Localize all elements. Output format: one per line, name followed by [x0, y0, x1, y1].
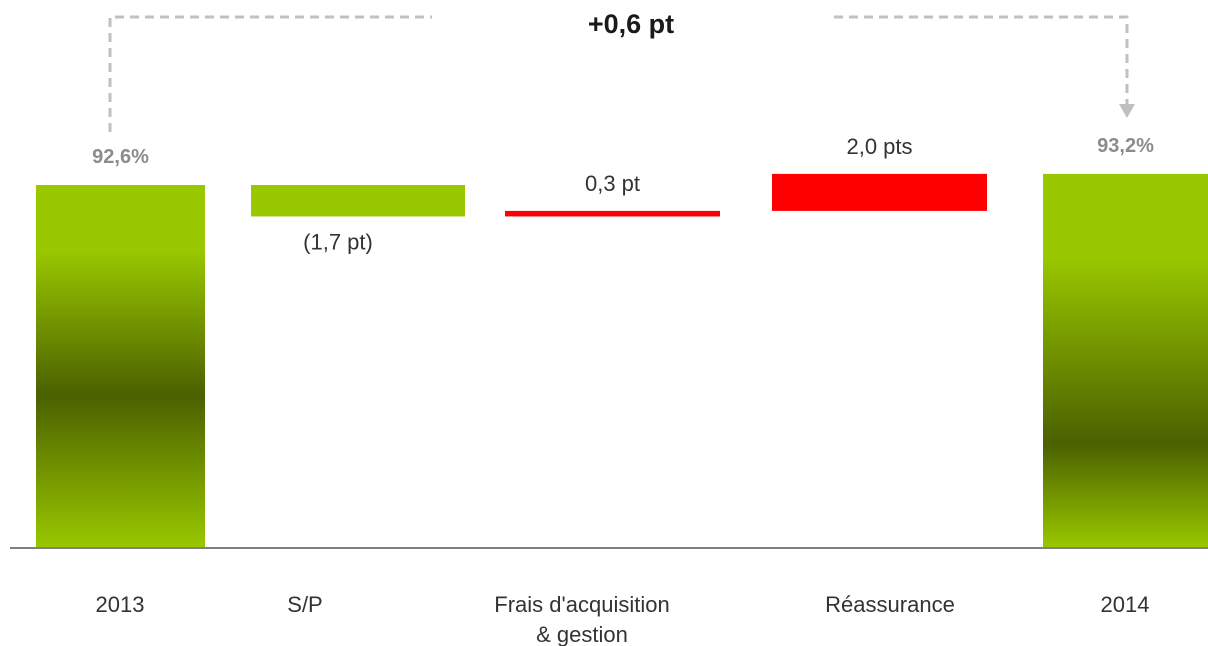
connector-right-line: [834, 15, 1129, 106]
bar-cat-2014: [1043, 173, 1208, 548]
value-label-cat-2014: 93,2%: [1097, 135, 1154, 157]
connector-left-line: [108, 15, 432, 132]
labels-group: 92,6% 2013 (1,7 pt) S/P 0,3 pt Frais d'acquis…: [92, 134, 1154, 646]
category-label-cat-2013: 2013: [96, 592, 145, 617]
value-label-cat-r-assurance: 2,0 pts: [846, 134, 912, 159]
category-label-cat-2014: 2014: [1101, 592, 1150, 617]
category-label-cat-frais-d-acquisition-line2: & gestion: [536, 622, 628, 646]
category-label-cat-r-assurance: Réassurance: [825, 592, 955, 617]
value-label-cat-frais-d-acquisition: 0,3 pt: [585, 171, 640, 196]
connector-arrow-head: [1119, 104, 1135, 118]
bars-group: [36, 173, 1208, 548]
total-change-label: +0,6 pt: [588, 9, 674, 39]
value-label-cat-s-p: (1,7 pt): [303, 229, 373, 254]
category-label-cat-frais-d-acquisition: Frais d'acquisition: [494, 592, 669, 617]
bar-cat-s-p: [251, 185, 465, 217]
bar-cat-2013: [36, 185, 205, 548]
bar-cat-frais-d-acquisition: [505, 210, 720, 217]
category-label-cat-s-p: S/P: [287, 592, 322, 617]
bar-cat-r-assurance: [772, 173, 987, 211]
total-change-connector: [108, 15, 1135, 132]
value-label-cat-2013: 92,6%: [92, 146, 149, 168]
